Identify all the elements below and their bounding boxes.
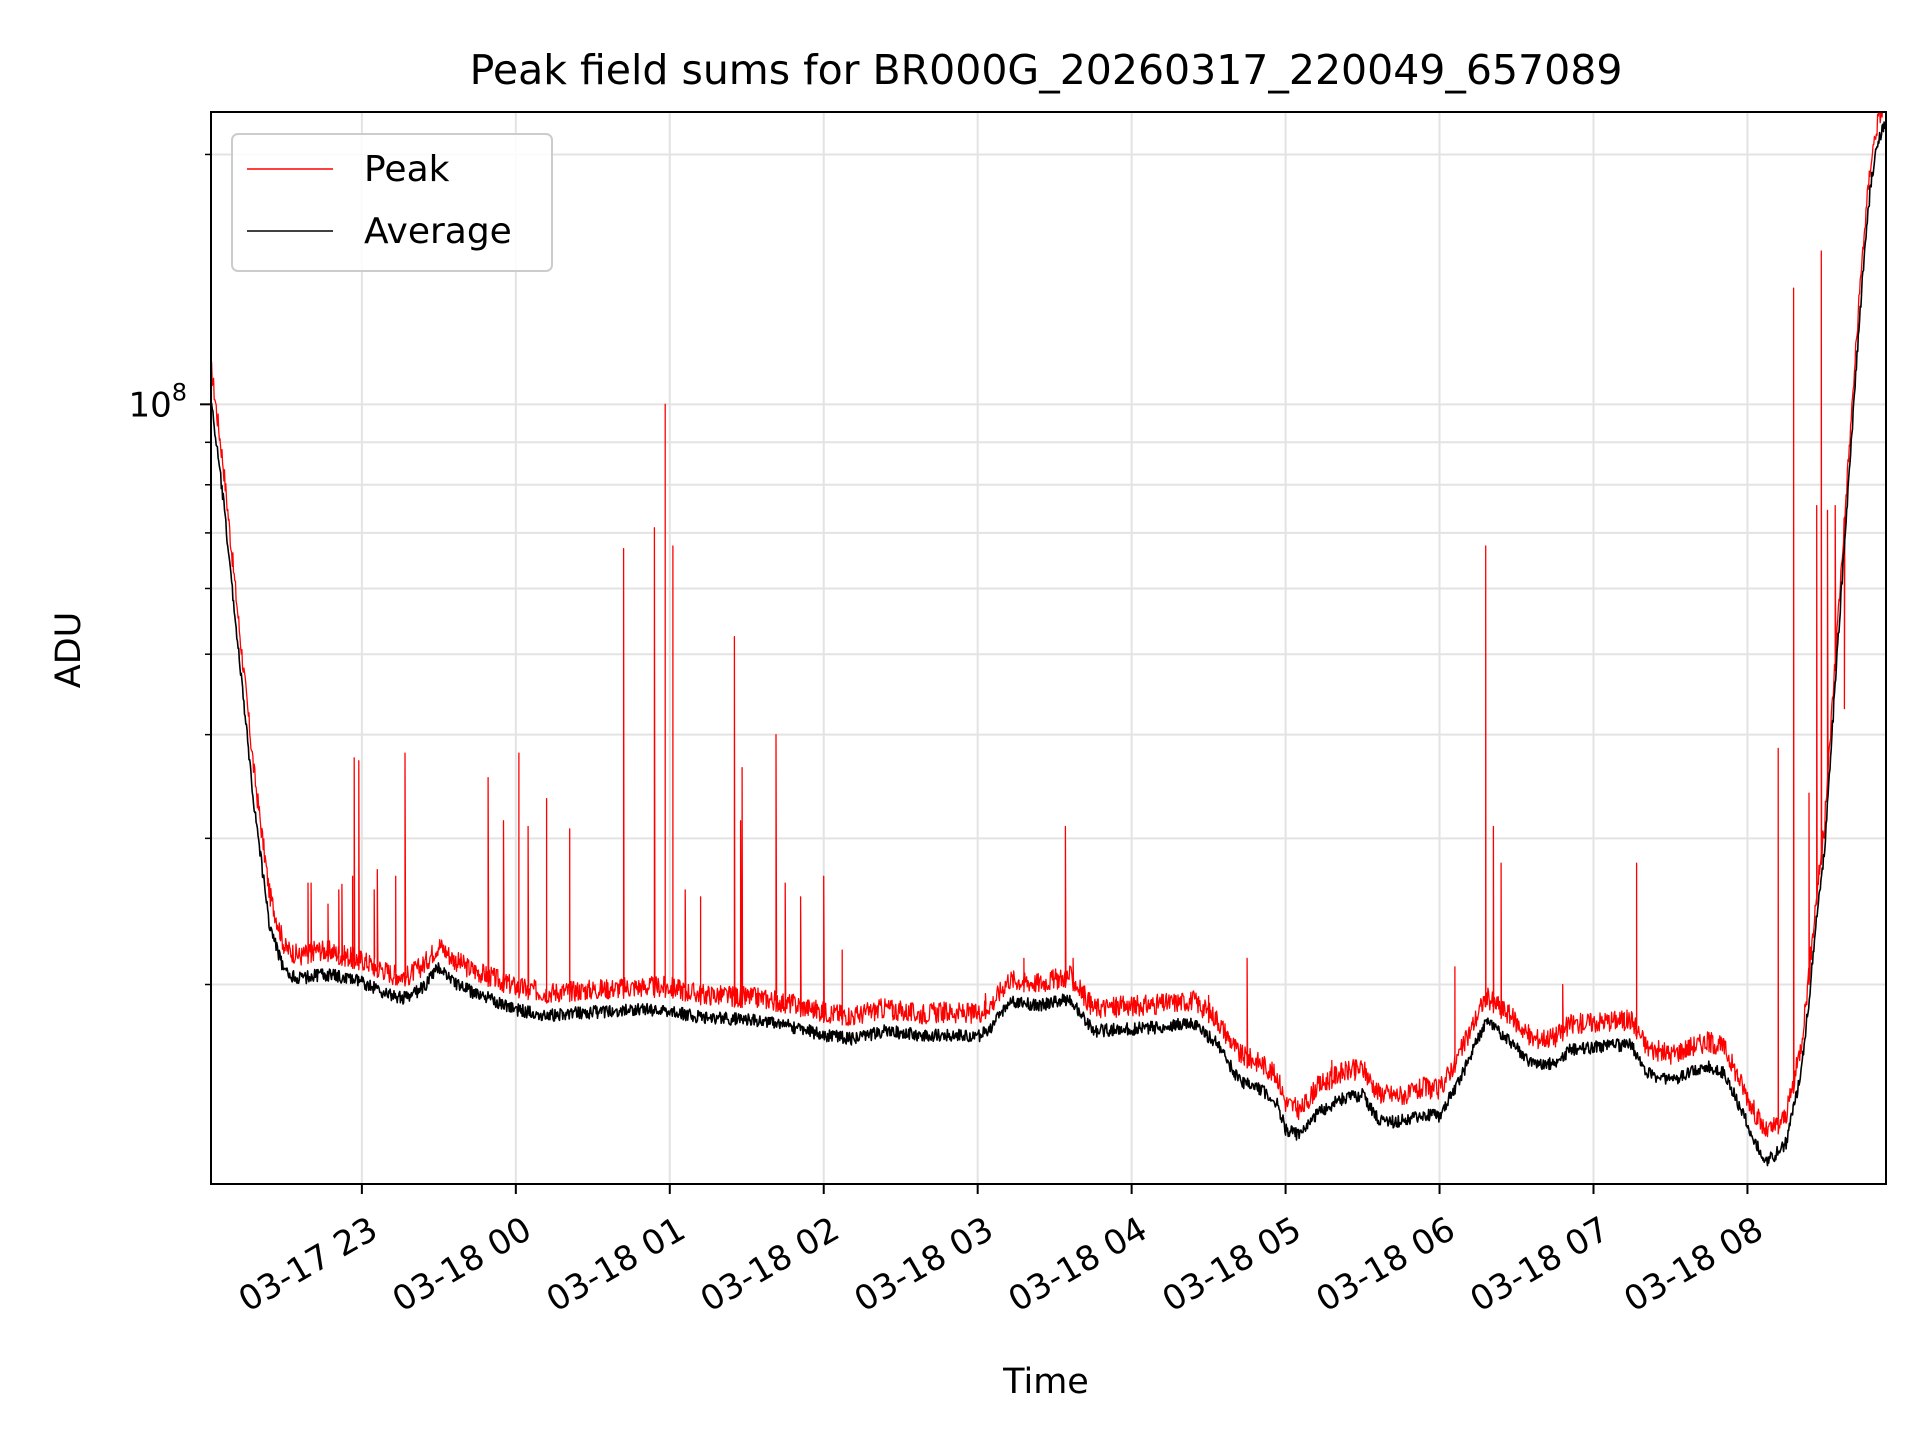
- chart-title: Peak field sums for BR000G_20260317_2200…: [470, 46, 1623, 94]
- series-line-average: [211, 119, 1886, 1167]
- legend-label-average: Average: [364, 211, 512, 252]
- series-line-peak: [211, 112, 1885, 1138]
- legend: Peak Average: [231, 133, 553, 272]
- grid: [211, 112, 1886, 1184]
- y-axis-label: ADU: [49, 612, 89, 689]
- y-tick-label: 108: [128, 378, 187, 425]
- legend-label-peak: Peak: [364, 149, 450, 190]
- plot-series: [211, 112, 1886, 1167]
- x-axis-label: Time: [1002, 1362, 1089, 1402]
- axes-frame: [210, 111, 1887, 1185]
